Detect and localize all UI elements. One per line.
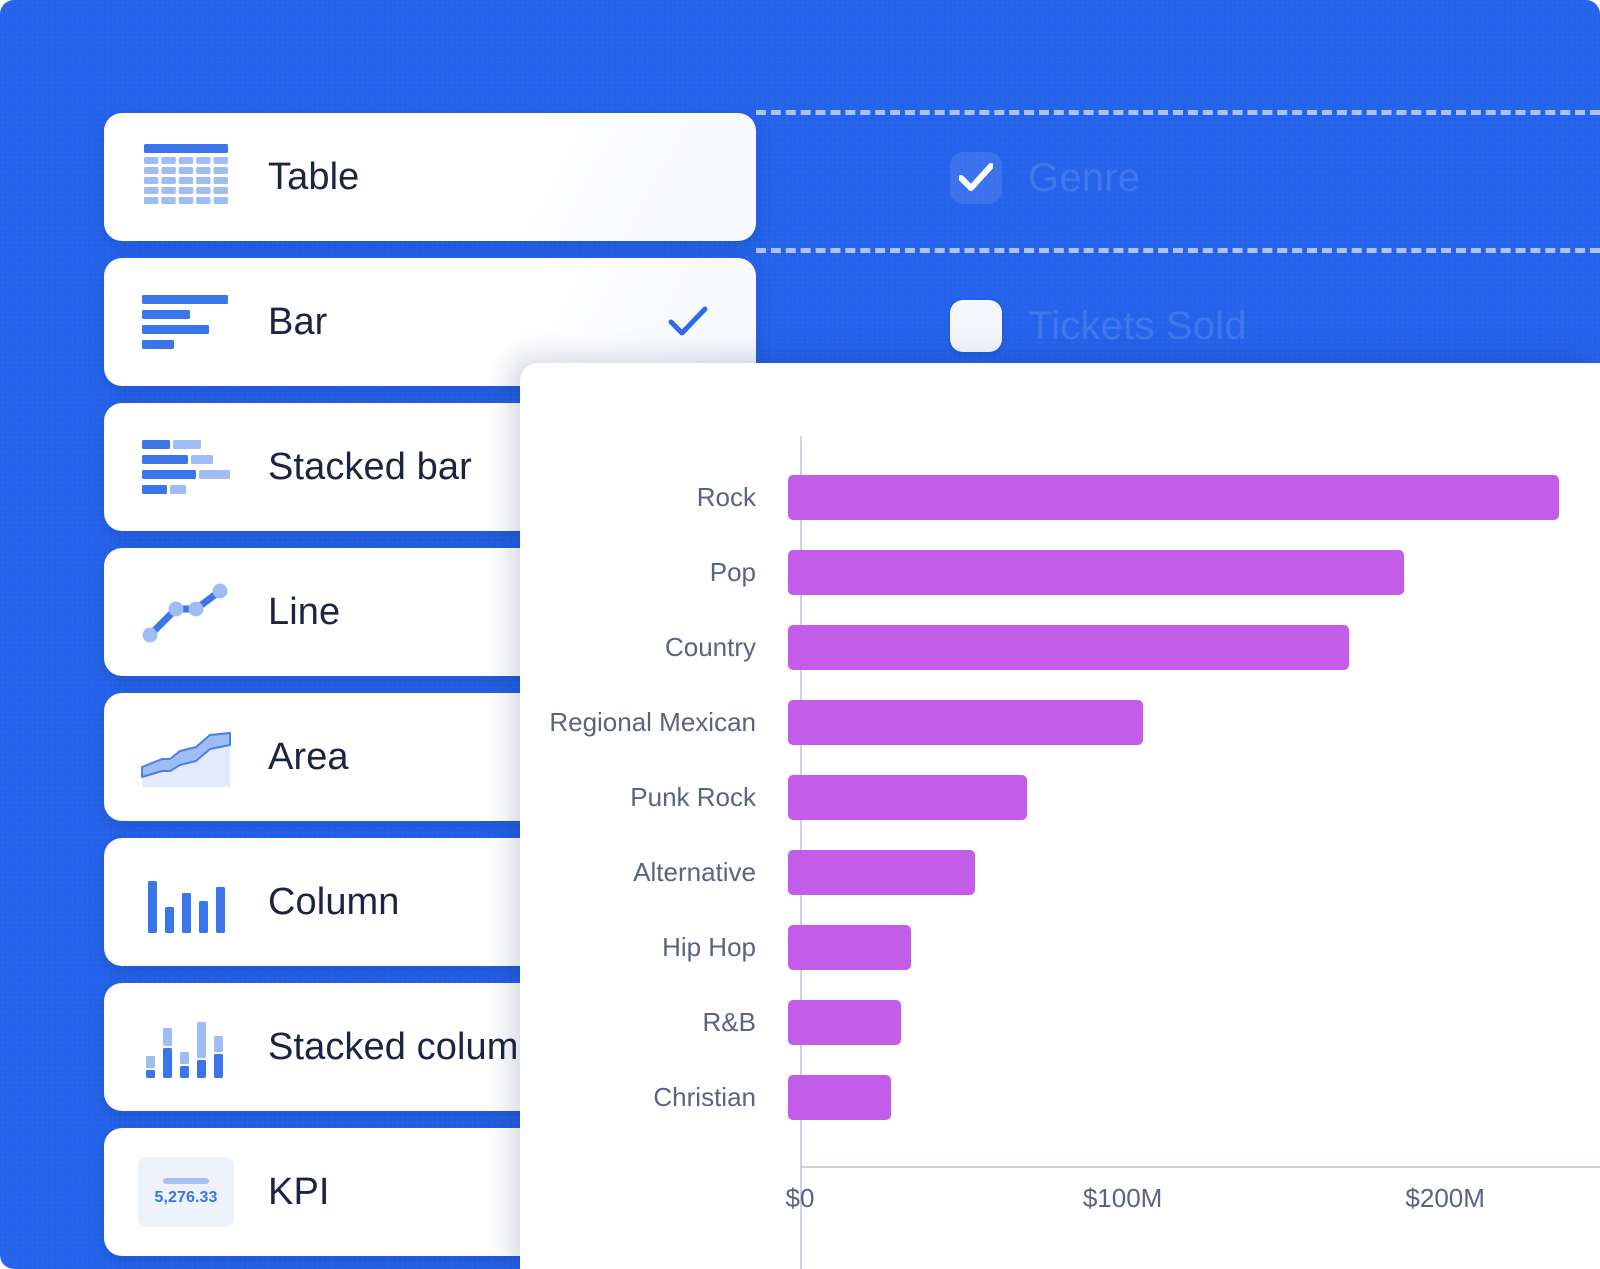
field-row-tickets-sold[interactable]: Tickets Sold: [950, 300, 1247, 352]
chart-type-label-kpi: KPI: [268, 1170, 330, 1213]
bar-row-track: [788, 835, 1600, 910]
bar-row: Regional Mexican: [520, 685, 1600, 760]
chart-type-label-line: Line: [268, 590, 341, 633]
bar-row-track: [788, 460, 1600, 535]
bar-row: R&B: [520, 985, 1600, 1060]
bar-chart: Rock Pop Country Regional Mexican Punk Rock A…: [520, 363, 1600, 1269]
bar-row-track: [788, 685, 1600, 760]
bar-row-label: R&B: [702, 1007, 756, 1037]
kpi-icon: 5,276.33: [138, 1156, 234, 1228]
chart-type-label-bar: Bar: [268, 300, 328, 343]
bar-row-label: Hip Hop: [662, 932, 756, 962]
bar-rows: Rock Pop Country Regional Mexican Punk Rock A…: [520, 460, 1600, 1135]
bar-row-label: Alternative: [633, 857, 756, 887]
chart-type-label-stacked-column: Stacked column: [268, 1025, 540, 1068]
drop-zone-divider-top: [756, 110, 1600, 115]
line-chart-icon: [138, 576, 234, 648]
bar-row-track: [788, 535, 1600, 610]
bar-segment[interactable]: [788, 1075, 892, 1120]
chart-preview-panel: Rock Pop Country Regional Mexican Punk Rock A…: [520, 363, 1600, 1269]
stacked-bar-chart-icon: [138, 431, 234, 503]
bar-row: Christian: [520, 1060, 1600, 1135]
x-axis-tick-label: $0: [785, 1183, 815, 1213]
chart-type-label-column: Column: [268, 880, 400, 923]
area-chart-icon: [138, 721, 234, 793]
bar-row-track: [788, 610, 1600, 685]
bar-row: Alternative: [520, 835, 1600, 910]
kpi-sparkline: [163, 1177, 209, 1184]
bar-segment[interactable]: [788, 700, 1143, 745]
bar-row-label: Regional Mexican: [549, 707, 756, 737]
bar-row-label: Rock: [696, 482, 756, 512]
bar-segment[interactable]: [788, 1000, 901, 1045]
bar-row: Country: [520, 610, 1600, 685]
bar-segment[interactable]: [788, 550, 1405, 595]
chart-type-label-table: Table: [268, 155, 360, 198]
chart-type-item-table[interactable]: Table: [104, 113, 756, 241]
column-chart-icon: [138, 866, 234, 938]
chart-type-label-stacked-bar: Stacked bar: [268, 445, 472, 488]
bar-row: Pop: [520, 535, 1600, 610]
bar-segment[interactable]: [788, 475, 1559, 520]
bar-row-label: Pop: [709, 557, 756, 587]
kpi-value: 5,276.33: [154, 1188, 218, 1206]
field-row-genre[interactable]: Genre: [950, 152, 1140, 204]
x-axis-ticks: $0 $100M $200M: [520, 1183, 1600, 1223]
bar-row-label: Country: [664, 632, 756, 662]
field-label-genre: Genre: [1028, 155, 1141, 200]
bar-row-label: Christian: [653, 1082, 756, 1112]
check-icon[interactable]: [950, 152, 1002, 204]
chart-type-label-area: Area: [268, 735, 349, 778]
bar-row: Punk Rock: [520, 760, 1600, 835]
bar-row-label: Punk Rock: [630, 782, 756, 812]
selected-check-icon: [668, 306, 708, 338]
bar-row-track: [788, 910, 1600, 985]
x-axis-tick-label: $100M: [1082, 1183, 1163, 1213]
bar-row-track: [788, 1060, 1600, 1135]
bar-segment[interactable]: [788, 850, 976, 895]
bar-row: Hip Hop: [520, 910, 1600, 985]
bar-segment[interactable]: [788, 775, 1027, 820]
bar-segment[interactable]: [788, 625, 1350, 670]
field-label-tickets-sold: Tickets Sold: [1028, 303, 1247, 348]
x-axis-line: [800, 1166, 1600, 1168]
bar-row-track: [788, 760, 1600, 835]
bar-row: Rock: [520, 460, 1600, 535]
bar-segment[interactable]: [788, 925, 911, 970]
bar-chart-icon: [138, 286, 234, 358]
empty-checkbox-icon[interactable]: [950, 300, 1002, 352]
drop-zone-divider-bottom: [756, 248, 1600, 253]
bar-row-track: [788, 985, 1600, 1060]
x-axis-tick-label: $200M: [1405, 1183, 1485, 1213]
stacked-column-chart-icon: [138, 1011, 234, 1083]
table-chart-icon: [138, 141, 234, 213]
